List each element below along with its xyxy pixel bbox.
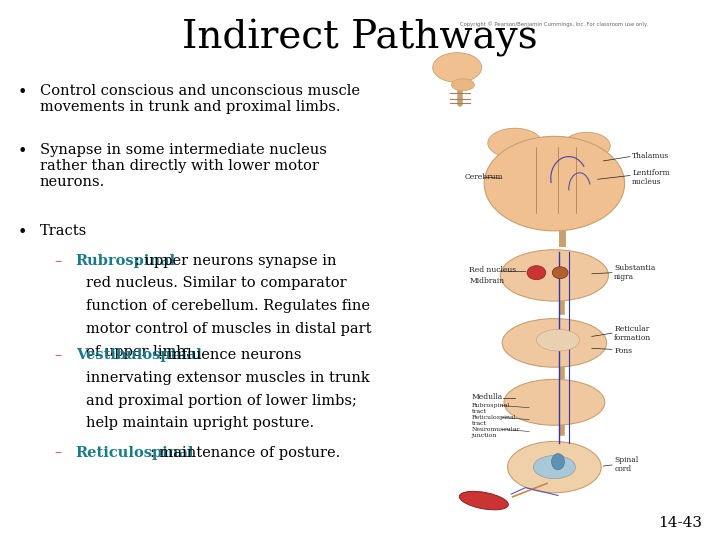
Text: : influence neurons: : influence neurons <box>158 348 302 362</box>
Text: Pons: Pons <box>614 347 632 355</box>
Text: Synapse in some intermediate nucleus
rather than directly with lower motor
neuro: Synapse in some intermediate nucleus rat… <box>40 143 326 190</box>
Text: red nucleus. Similar to comparator: red nucleus. Similar to comparator <box>86 276 347 291</box>
Ellipse shape <box>504 379 605 426</box>
Circle shape <box>527 266 546 280</box>
Text: Midbrain: Midbrain <box>469 277 505 285</box>
Ellipse shape <box>564 132 611 159</box>
Text: Reticulospinal
tract: Reticulospinal tract <box>472 415 516 426</box>
Ellipse shape <box>484 136 625 231</box>
Text: motor control of muscles in distal part: motor control of muscles in distal part <box>86 322 372 336</box>
Text: Reticulospinal: Reticulospinal <box>76 446 194 460</box>
Text: : maintenance of posture.: : maintenance of posture. <box>150 446 340 460</box>
Ellipse shape <box>433 52 482 82</box>
Text: : upper neurons synapse in: : upper neurons synapse in <box>135 254 337 268</box>
Text: •: • <box>18 143 27 160</box>
Text: •: • <box>18 224 27 241</box>
Text: Red nucleus: Red nucleus <box>469 266 516 274</box>
Ellipse shape <box>552 454 564 470</box>
Ellipse shape <box>508 442 601 492</box>
Circle shape <box>552 267 568 279</box>
Ellipse shape <box>488 128 541 158</box>
Ellipse shape <box>503 319 606 367</box>
Ellipse shape <box>459 491 508 510</box>
Text: help maintain upright posture.: help maintain upright posture. <box>86 416 315 430</box>
Text: and proximal portion of lower limbs;: and proximal portion of lower limbs; <box>86 394 357 408</box>
Text: Indirect Pathways: Indirect Pathways <box>182 19 538 57</box>
Text: Neuromuscular
junction: Neuromuscular junction <box>472 427 520 438</box>
Ellipse shape <box>534 456 575 478</box>
Text: Thalamus: Thalamus <box>632 152 670 159</box>
Text: function of cerebellum. Regulates fine: function of cerebellum. Regulates fine <box>86 299 370 313</box>
Text: of upper limb.: of upper limb. <box>86 345 191 359</box>
Ellipse shape <box>536 329 580 351</box>
Text: Substantia
nigra: Substantia nigra <box>614 264 655 281</box>
Ellipse shape <box>451 79 474 91</box>
Text: Vestibulospinal: Vestibulospinal <box>76 348 202 362</box>
Text: Tracts: Tracts <box>40 224 87 238</box>
Text: Rubrospinal: Rubrospinal <box>76 254 176 268</box>
Text: Medulla: Medulla <box>472 393 503 401</box>
Text: 14-43: 14-43 <box>658 516 702 530</box>
Text: innervating extensor muscles in trunk: innervating extensor muscles in trunk <box>86 371 370 385</box>
Text: Reticular
formation: Reticular formation <box>614 325 652 342</box>
Ellipse shape <box>500 249 608 301</box>
Text: Cerebrum: Cerebrum <box>464 173 503 181</box>
Text: Control conscious and unconscious muscle
movements in trunk and proximal limbs.: Control conscious and unconscious muscle… <box>40 84 359 114</box>
Text: •: • <box>18 84 27 100</box>
Text: Spinal
cord: Spinal cord <box>614 456 639 473</box>
Text: Lentiform
nucleus: Lentiform nucleus <box>632 168 670 186</box>
Text: Copyright © Pearson/Benjamin Cummings, Inc. For classroom use only.: Copyright © Pearson/Benjamin Cummings, I… <box>461 22 648 27</box>
Text: –: – <box>54 254 61 268</box>
Text: –: – <box>54 446 61 460</box>
Text: Rubrospinal
tract: Rubrospinal tract <box>472 403 510 414</box>
Text: –: – <box>54 348 61 362</box>
